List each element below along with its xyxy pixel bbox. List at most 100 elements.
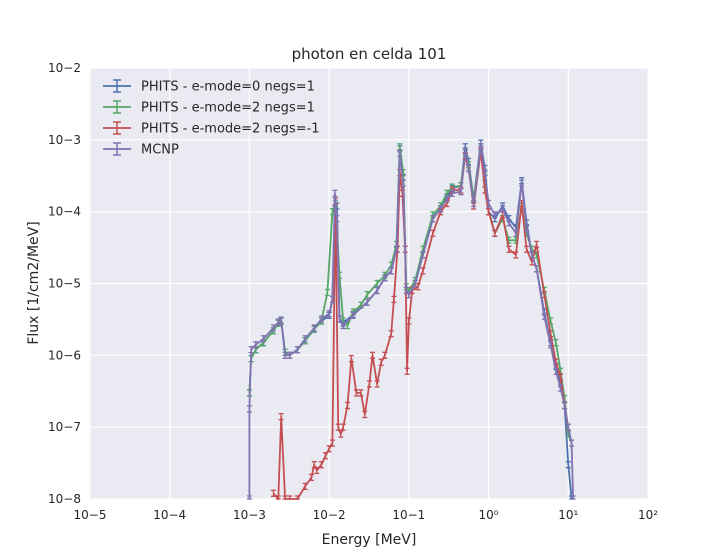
series-3 — [270, 147, 571, 500]
y-tick-label: 10−5 — [48, 277, 81, 291]
error-bar — [374, 380, 380, 388]
error-bar — [412, 279, 418, 288]
error-bar — [486, 208, 492, 216]
error-bar — [391, 295, 397, 304]
error-bar — [403, 286, 409, 295]
error-bar — [524, 223, 530, 232]
error-bar — [465, 164, 471, 173]
error-bar — [334, 214, 340, 223]
error-bar — [318, 461, 324, 469]
y-tick-label: 10−3 — [48, 133, 81, 147]
error-bar — [553, 339, 559, 347]
error-bar — [370, 351, 376, 359]
error-bar — [382, 274, 388, 282]
error-bar — [335, 423, 341, 431]
error-bar — [482, 168, 488, 177]
error-bar — [350, 311, 356, 320]
error-bar — [458, 187, 464, 196]
error-bar — [444, 195, 450, 203]
error-bar — [260, 335, 266, 343]
error-bar — [420, 267, 426, 275]
error-bar — [404, 367, 410, 375]
error-bar — [394, 245, 400, 253]
error-bar — [462, 147, 468, 155]
error-bar — [506, 245, 512, 253]
chart-title: photon en celda 101 — [292, 45, 447, 63]
error-bar — [348, 354, 354, 363]
error-bar — [388, 330, 394, 338]
error-bar — [500, 205, 506, 213]
error-bar — [270, 324, 276, 332]
error-bar — [565, 423, 571, 431]
y-tick-label: 10−7 — [48, 420, 81, 434]
error-bar — [570, 495, 576, 500]
error-bar — [565, 461, 571, 469]
error-bar — [246, 405, 252, 413]
x-tick-label: 10−5 — [74, 508, 107, 522]
error-bar — [278, 316, 284, 324]
error-bar — [340, 423, 346, 431]
error-bar — [548, 341, 554, 349]
error-bar — [397, 149, 403, 157]
error-bar — [324, 288, 330, 297]
error-bar — [275, 495, 281, 500]
error-bar — [524, 245, 530, 253]
error-bar — [430, 214, 436, 223]
error-bar — [400, 179, 406, 187]
y-axis-label: Flux [1/cm2/MeV] — [26, 221, 42, 344]
error-bar — [270, 489, 276, 497]
error-bar — [246, 495, 252, 500]
error-bar — [420, 251, 426, 259]
error-bar — [282, 351, 288, 359]
error-bar — [345, 401, 351, 410]
x-tick-label: 10⁰ — [479, 508, 499, 522]
legend-label: PHITS - e-mode=2 negs=1 — [141, 101, 315, 116]
y-tick-label: 10−2 — [48, 61, 81, 75]
error-bar — [406, 290, 412, 299]
legend: PHITS - e-mode=0 negs=1 PHITS - e-mode=2 … — [103, 79, 320, 158]
series-line — [272, 150, 570, 500]
error-bar — [506, 219, 512, 227]
error-bar — [311, 324, 317, 332]
error-bar — [492, 211, 498, 219]
error-bar — [294, 345, 300, 354]
y-tick-label: 10−6 — [48, 348, 81, 362]
legend-item-3: PHITS - e-mode=2 negs=-1 — [103, 121, 320, 137]
error-bar — [471, 199, 477, 208]
error-bar — [529, 251, 535, 259]
error-bar — [329, 295, 335, 304]
y-tick-label: 10−4 — [48, 205, 81, 219]
error-bar — [541, 312, 547, 320]
error-bar — [366, 380, 372, 388]
error-bar — [382, 351, 388, 359]
error-bar — [438, 205, 444, 213]
error-bar — [406, 317, 412, 325]
x-tick-label: 10−3 — [233, 508, 266, 522]
error-bar — [541, 290, 547, 299]
error-bar — [302, 482, 308, 491]
error-bar — [294, 495, 300, 500]
error-bar — [388, 267, 394, 275]
error-bar — [364, 290, 370, 299]
error-bar — [275, 318, 281, 326]
error-bar — [329, 439, 335, 447]
x-tick-label: 10−4 — [153, 508, 186, 522]
error-bar — [353, 389, 359, 397]
error-bar — [332, 189, 338, 197]
legend-label: PHITS - e-mode=2 negs=-1 — [141, 122, 320, 137]
error-bar — [478, 143, 484, 151]
x-tick-label: 10−2 — [313, 508, 346, 522]
x-axis-ticks: 10−5 10−4 10−3 10−2 10−1 10⁰ 10¹ 10² — [74, 508, 659, 522]
error-bar — [513, 251, 519, 259]
error-bar — [282, 495, 288, 500]
error-bar — [449, 189, 455, 197]
y-axis-ticks: 10−8 10−7 10−6 10−5 10−4 10−3 10−2 — [48, 61, 81, 506]
error-bar — [318, 315, 324, 323]
error-bar — [362, 410, 368, 419]
error-bar — [253, 341, 259, 349]
error-bar — [374, 286, 380, 295]
error-bar — [308, 473, 314, 482]
data-series — [246, 139, 576, 500]
error-bar — [486, 199, 492, 208]
